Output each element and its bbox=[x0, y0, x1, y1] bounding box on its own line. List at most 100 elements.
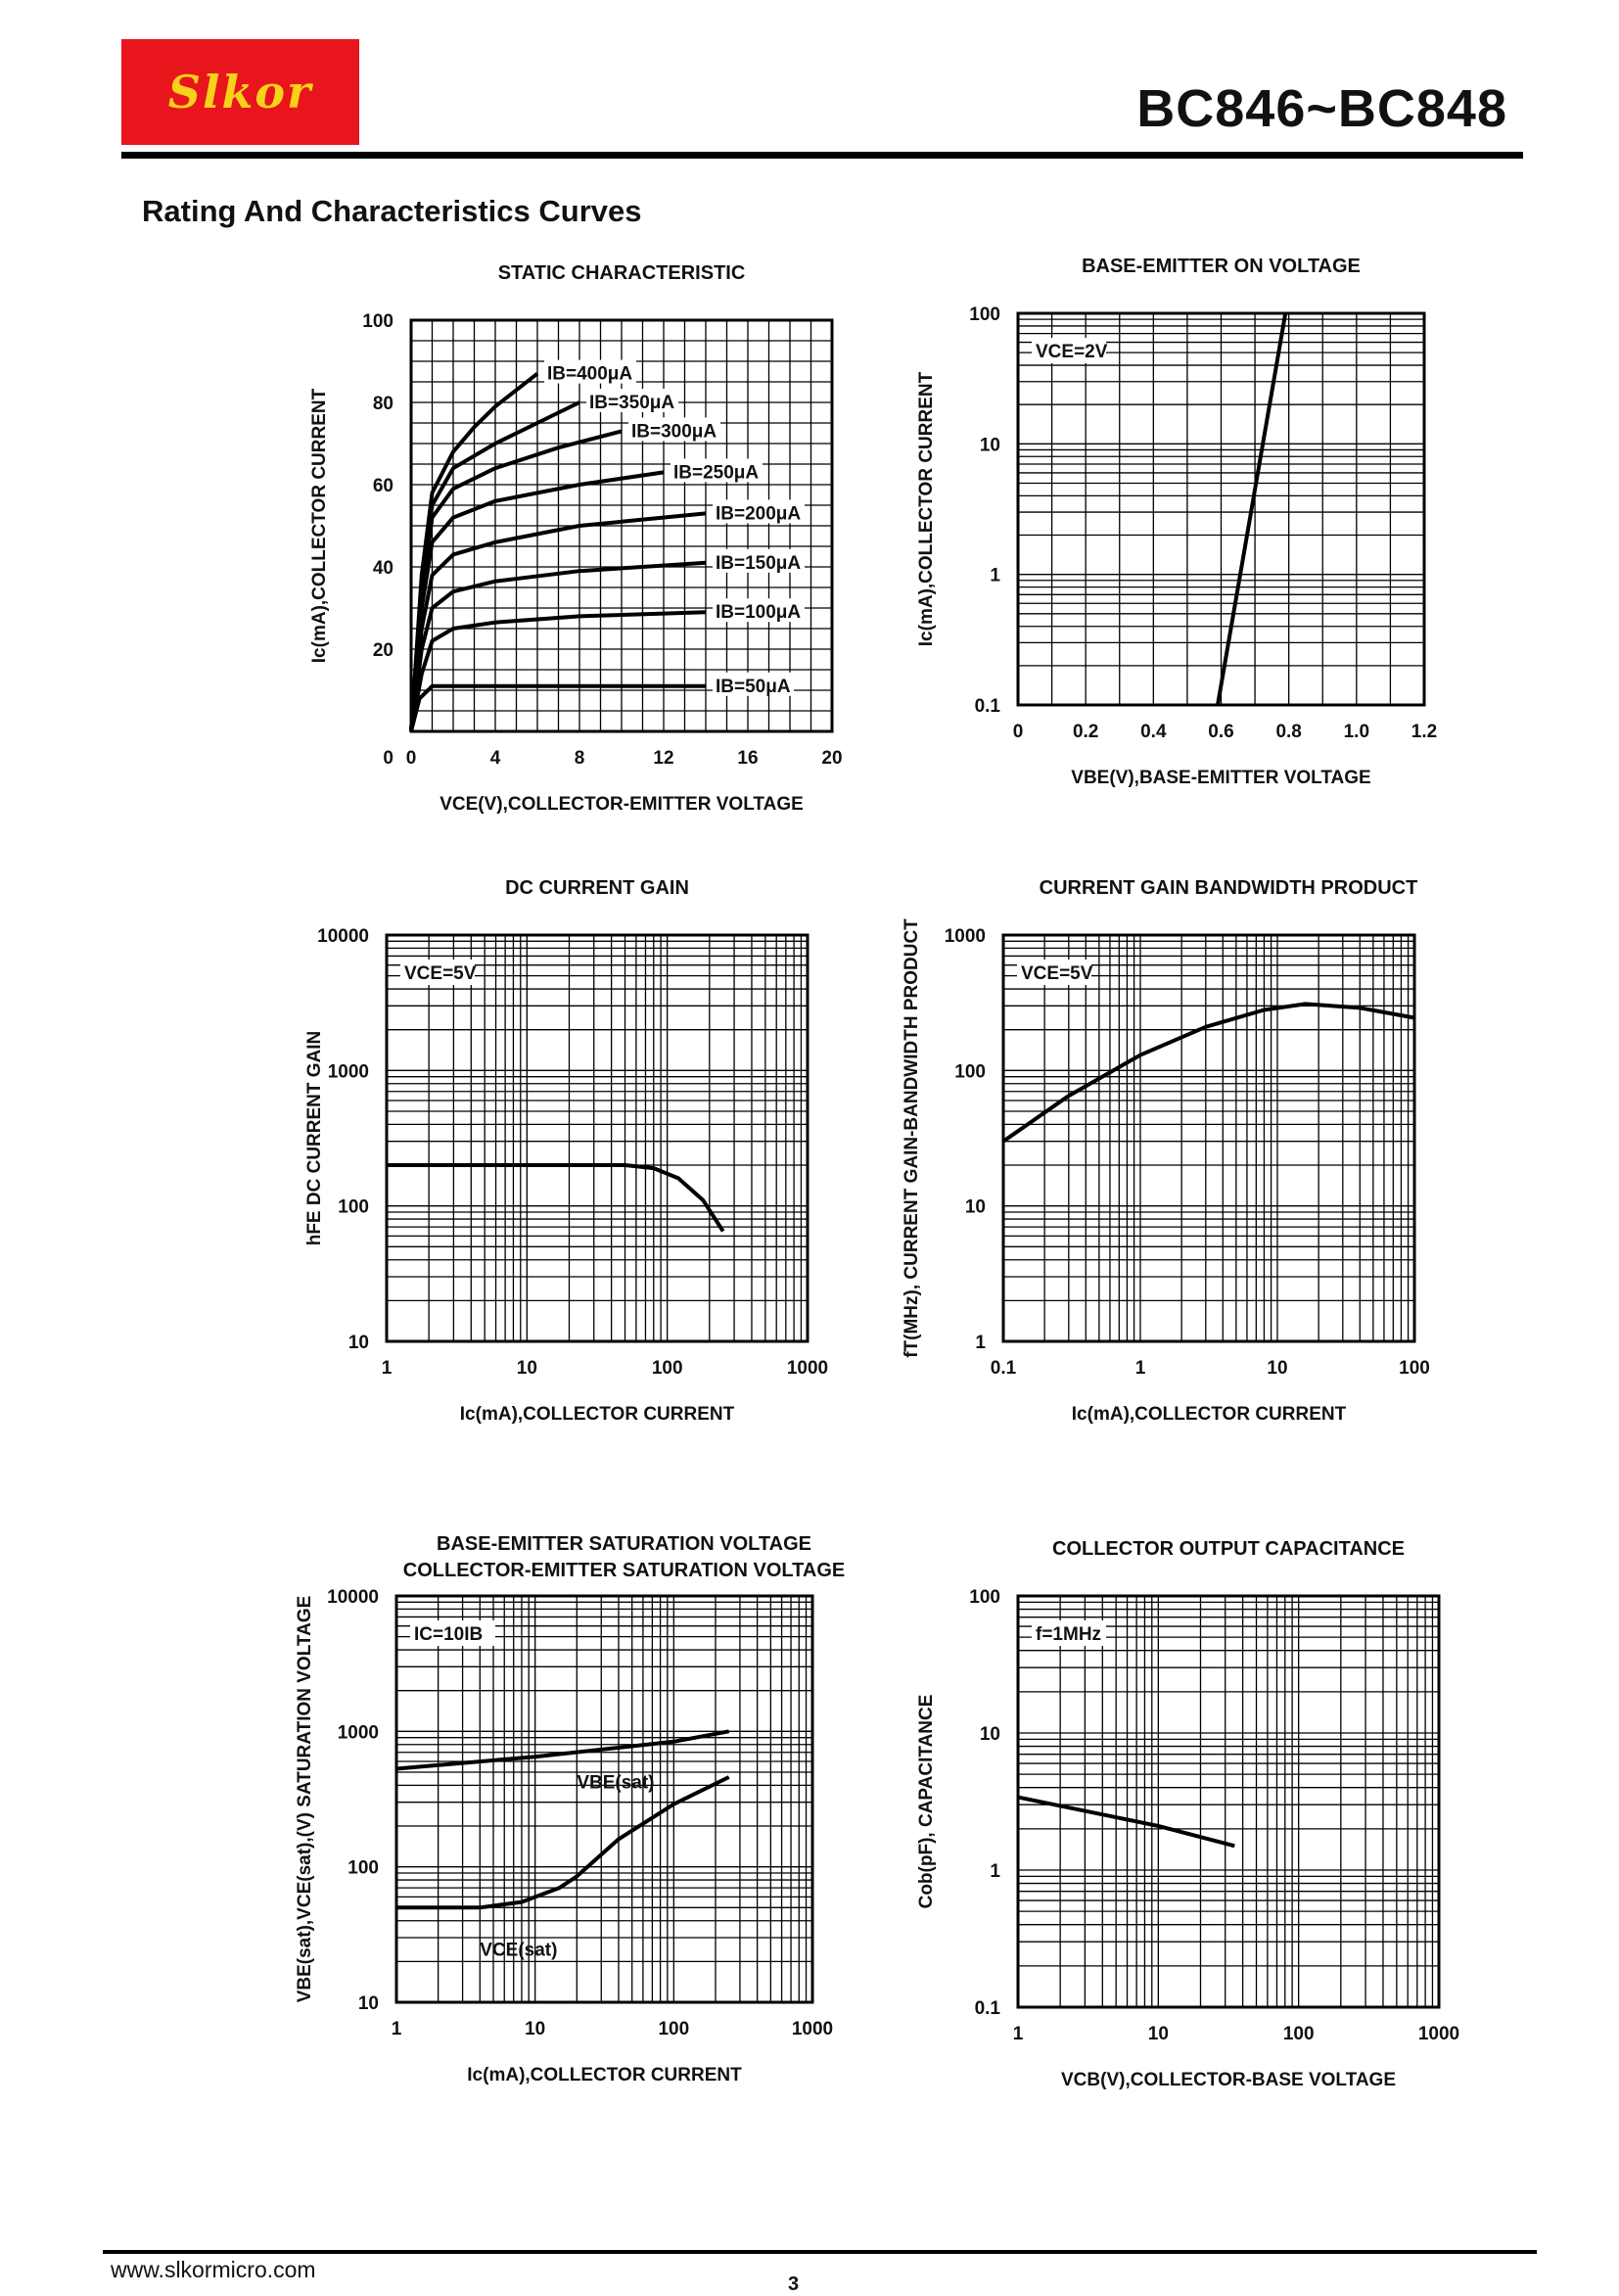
dc-current-gain-chart: DC CURRENT GAIN 1 10 100 1000 10 100 1000 10000 I… bbox=[304, 877, 828, 1425]
chart-title: CURRENT GAIN BANDWIDTH PRODUCT bbox=[1040, 877, 1418, 899]
series-line bbox=[1017, 1795, 1235, 1849]
y-tick-label: 100 bbox=[969, 1587, 1000, 1608]
series-label: IB=200μA bbox=[716, 503, 801, 524]
x-tick-label: 0.1 bbox=[991, 1358, 1017, 1379]
x-axis-label: Ic(mA),COLLECTOR CURRENT bbox=[460, 1404, 735, 1425]
x-tick-label: 10 bbox=[1148, 2024, 1169, 2044]
x-tick-label: 1000 bbox=[1418, 2024, 1459, 2044]
series-line bbox=[387, 1163, 725, 1233]
x-axis-label: VCE(V),COLLECTOR-EMITTER VOLTAGE bbox=[439, 794, 804, 815]
x-tick-label: 0.4 bbox=[1140, 722, 1167, 742]
x-tick-label: 0 bbox=[1013, 722, 1024, 742]
y-axis-label: hFE DC CURRENT GAIN bbox=[304, 1031, 325, 1246]
series-label: IB=150μA bbox=[716, 553, 801, 574]
collector-output-capacitance-chart: COLLECTOR OUTPUT CAPACITANCE 1 10 100 1000 0.… bbox=[916, 1538, 1459, 2090]
x-axis-label: VCB(V),COLLECTOR-BASE VOLTAGE bbox=[1061, 2070, 1396, 2090]
y-tick-label: 100 bbox=[954, 1061, 986, 1082]
series-label: IB=400μA bbox=[547, 364, 632, 385]
x-tick-label: 1 bbox=[382, 1358, 393, 1379]
chart-annotation: VCE=2V bbox=[1036, 342, 1108, 362]
brand-logo: Slkor bbox=[121, 39, 359, 145]
series-label: IB=100μA bbox=[716, 602, 801, 623]
y-axis-label: Ic(mA),COLLECTOR CURRENT bbox=[309, 388, 330, 663]
y-tick-label: 10 bbox=[358, 1993, 379, 2014]
series-label: IB=50μA bbox=[716, 677, 791, 697]
series-label-bg bbox=[713, 598, 805, 623]
y-tick-label: 1000 bbox=[945, 926, 986, 947]
x-tick-label: 1000 bbox=[792, 2019, 833, 2039]
series-label: VBE(sat) bbox=[577, 1772, 654, 1793]
footer-url: www.slkormicro.com bbox=[111, 2257, 316, 2282]
x-tick-label: 0 bbox=[406, 748, 417, 769]
y-tick-label: 100 bbox=[362, 311, 393, 332]
y-axis-label: fT(MHz), CURRENT GAIN-BANDWIDTH PRODUCT bbox=[902, 918, 922, 1358]
series-label-bg bbox=[544, 359, 636, 384]
series-label-bg bbox=[628, 417, 720, 442]
annotation-bg bbox=[410, 1620, 495, 1646]
x-tick-label: 1.0 bbox=[1344, 722, 1369, 742]
x-tick-label: 100 bbox=[652, 1358, 683, 1379]
y-axis-label: Cob(pF), CAPACITANCE bbox=[916, 1695, 937, 1909]
x-tick-label: 16 bbox=[737, 748, 758, 769]
y-tick-label: 10 bbox=[965, 1197, 986, 1218]
x-tick-label: 0.8 bbox=[1275, 722, 1301, 742]
x-tick-label: 12 bbox=[653, 748, 673, 769]
origin-label: 0 bbox=[383, 748, 393, 769]
y-tick-label: 1 bbox=[975, 1333, 986, 1353]
x-tick-label: 100 bbox=[1283, 2024, 1315, 2044]
chart-title: BASE-EMITTER SATURATION VOLTAGE bbox=[437, 1533, 811, 1555]
x-tick-label: 10 bbox=[525, 2019, 545, 2039]
x-tick-label: 0.6 bbox=[1208, 722, 1233, 742]
y-tick-label: 10 bbox=[980, 1724, 1000, 1745]
y-tick-label: 0.1 bbox=[975, 696, 1001, 717]
y-tick-label: 1 bbox=[990, 566, 1000, 586]
y-tick-label: 80 bbox=[373, 394, 393, 414]
series-label: IB=300μA bbox=[631, 421, 717, 442]
series-label: IB=350μA bbox=[589, 393, 674, 413]
series-line bbox=[1216, 312, 1288, 706]
part-number: BC846~BC848 bbox=[1136, 79, 1507, 138]
x-tick-label: 1000 bbox=[787, 1358, 828, 1379]
x-tick-label: 0.2 bbox=[1073, 722, 1098, 742]
chart-annotation: f=1MHz bbox=[1036, 1624, 1101, 1645]
x-tick-label: 8 bbox=[575, 748, 585, 769]
y-tick-label: 0.1 bbox=[975, 1998, 1001, 2019]
y-tick-label: 100 bbox=[347, 1858, 379, 1879]
series-line bbox=[409, 560, 707, 732]
chart-title: DC CURRENT GAIN bbox=[505, 877, 689, 899]
series-label-bg bbox=[671, 458, 763, 483]
plot-frame bbox=[1001, 933, 1416, 1343]
series-line bbox=[1001, 1002, 1415, 1144]
annotation-bg bbox=[1032, 338, 1106, 363]
y-tick-label: 100 bbox=[969, 305, 1000, 325]
y-tick-label: 1000 bbox=[328, 1061, 369, 1082]
y-tick-label: 40 bbox=[373, 558, 393, 579]
x-tick-label: 10 bbox=[1267, 1358, 1287, 1379]
header-rule bbox=[121, 152, 1523, 159]
series-label-bg bbox=[713, 499, 805, 524]
saturation-voltage-chart: BASE-EMITTER SATURATION VOLTAGE COLLECTOR… bbox=[295, 1533, 845, 2085]
x-tick-label: 20 bbox=[821, 748, 842, 769]
chart-title: STATIC CHARACTERISTIC bbox=[498, 262, 746, 284]
static-characteristic-chart: STATIC CHARACTERISTIC 0 4 8 12 16 20 20 40 60 80 10… bbox=[309, 262, 843, 815]
y-axis-label: Ic(mA),COLLECTOR CURRENT bbox=[916, 371, 937, 646]
chart-title: COLLECTOR OUTPUT CAPACITANCE bbox=[1052, 1538, 1405, 1560]
annotation-bg bbox=[1017, 960, 1091, 985]
series-label: VCE(sat) bbox=[480, 1941, 557, 1961]
series-line bbox=[395, 1729, 730, 1771]
base-emitter-on-voltage-chart: BASE-EMITTER ON VOLTAGE 0 0.2 0.4 0.6 0.8 1.0 1… bbox=[916, 256, 1437, 788]
y-tick-label: 1000 bbox=[338, 1722, 379, 1743]
series-label-bg bbox=[586, 389, 678, 412]
series-label: IB=250μA bbox=[673, 462, 759, 483]
x-tick-label: 100 bbox=[658, 2019, 689, 2039]
annotation-bg bbox=[1032, 1620, 1106, 1646]
chart-annotation: VCE=5V bbox=[1021, 963, 1093, 984]
x-tick-label: 1 bbox=[1135, 1358, 1146, 1379]
plot-frame bbox=[385, 933, 810, 1343]
x-tick-label: 1.2 bbox=[1411, 722, 1437, 742]
series-line bbox=[396, 1775, 730, 1910]
x-tick-label: 1 bbox=[392, 2019, 402, 2039]
x-axis-label: VBE(V),BASE-EMITTER VOLTAGE bbox=[1071, 768, 1370, 788]
y-axis-label: VBE(sat),VCE(sat),(V) SATURATION VOLTAGE bbox=[295, 1596, 315, 2003]
